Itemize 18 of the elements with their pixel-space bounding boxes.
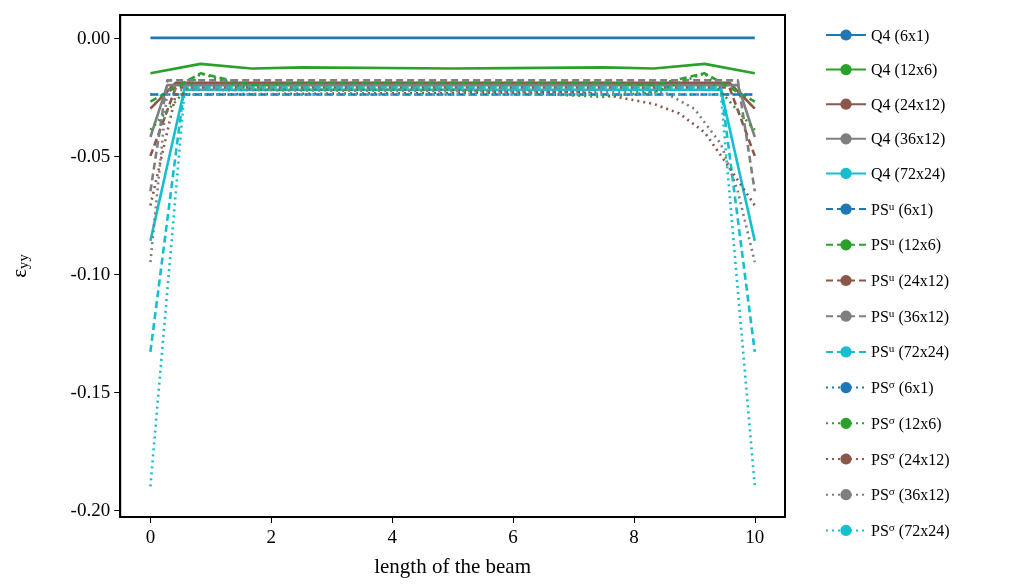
x-tick-label: 8	[629, 526, 639, 547]
x-tick-label: 0	[145, 526, 156, 547]
x-tick-label: 2	[266, 526, 277, 547]
x-tick-label: 6	[508, 526, 518, 547]
legend-label: Q4 (12x6)	[871, 61, 938, 80]
y-tick-label: -0.20	[70, 499, 111, 521]
y-tick-label: -0.15	[70, 381, 111, 403]
x-tick-label: 4	[387, 526, 398, 547]
legend-label: Q4 (24x12)	[871, 95, 946, 114]
y-axis-title: εyy	[6, 253, 31, 278]
y-tick-label: -0.10	[70, 263, 111, 285]
x-tick-label: 10	[745, 526, 765, 547]
y-tick-label: -0.05	[70, 145, 111, 167]
legend-label: Q4 (6x1)	[871, 26, 930, 45]
y-tick-label: 0.00	[76, 27, 111, 49]
x-axis-title: length of the beam	[374, 553, 532, 578]
legend-label: Q4 (72x24)	[871, 164, 946, 183]
legend-label: Q4 (36x12)	[871, 130, 946, 149]
